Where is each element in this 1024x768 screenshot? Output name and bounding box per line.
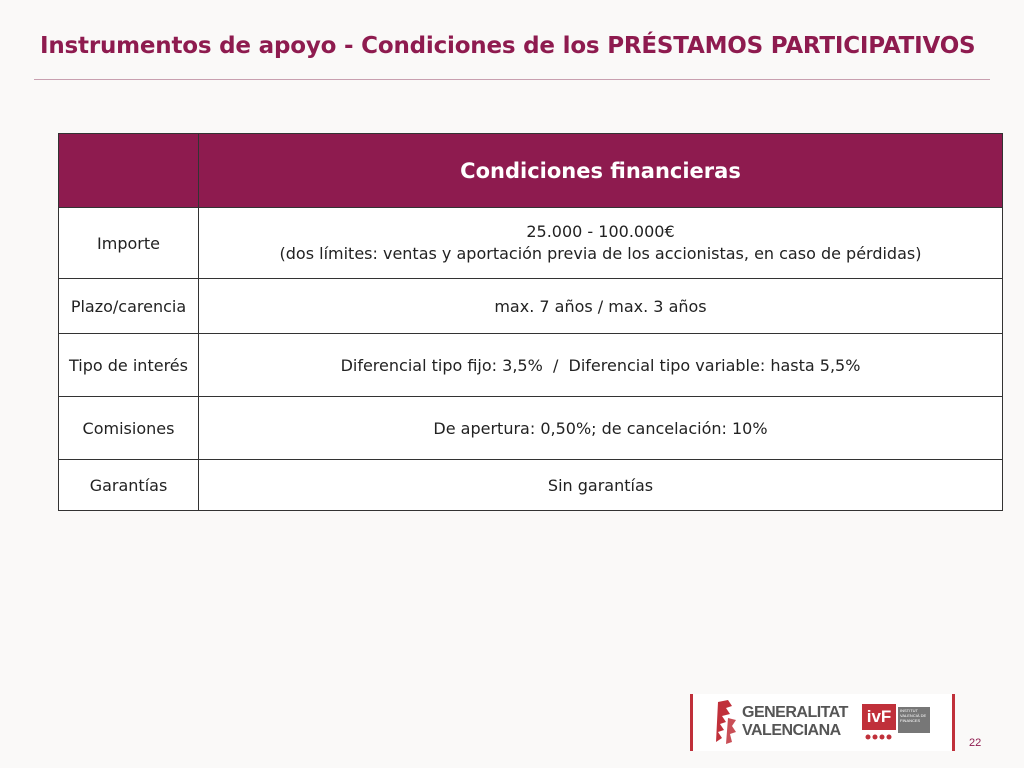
header-condiciones-financieras: Condiciones financieras — [198, 133, 1003, 208]
table-row: Plazo/carencia max. 7 años / max. 3 años — [58, 278, 1003, 334]
table-row: Comisiones De apertura: 0,50%; de cancel… — [58, 396, 1003, 460]
ivf-dots-icon — [865, 734, 892, 740]
row-label-plazo: Plazo/carencia — [58, 278, 199, 334]
table-header-row: Condiciones financieras — [58, 133, 1003, 208]
row-label-importe: Importe — [58, 207, 199, 279]
row-value-plazo: max. 7 años / max. 3 años — [198, 278, 1003, 334]
importe-range: 25.000 - 100.000€ — [526, 222, 675, 241]
row-label-comisiones: Comisiones — [58, 396, 199, 460]
title-divider — [34, 79, 990, 80]
generalitat-line1: GENERALITAT — [742, 704, 848, 721]
conditions-table: Condiciones financieras Importe 25.000 -… — [58, 133, 1003, 511]
table-row: Tipo de interés Diferencial tipo fijo: 3… — [58, 333, 1003, 397]
page-number: 22 — [969, 737, 982, 749]
logo-divider-right — [952, 694, 955, 751]
table-row: Garantías Sin garantías — [58, 459, 1003, 511]
row-value-tipo-interes: Diferencial tipo fijo: 3,5% / Diferencia… — [198, 333, 1003, 397]
header-empty-cell — [58, 133, 199, 208]
ivf-institute-text: INSTITUT VALENCIÀ DE FINANCES — [898, 707, 930, 733]
logo-divider-left — [690, 694, 693, 751]
generalitat-emblem-icon — [716, 700, 736, 744]
ivf-logo: ivF INSTITUT VALENCIÀ DE FINANCES — [862, 704, 930, 740]
generalitat-logo-text: GENERALITAT VALENCIANA — [742, 704, 848, 740]
row-value-garantias: Sin garantías — [198, 459, 1003, 511]
importe-note: (dos límites: ventas y aportación previa… — [279, 244, 922, 263]
row-label-tipo-interes: Tipo de interés — [58, 333, 199, 397]
generalitat-line2: VALENCIANA — [742, 722, 841, 739]
row-label-garantias: Garantías — [58, 459, 199, 511]
table-row: Importe 25.000 - 100.000€ (dos límites: … — [58, 207, 1003, 279]
row-value-comisiones: De apertura: 0,50%; de cancelación: 10% — [198, 396, 1003, 460]
ivf-mark: ivF — [862, 704, 896, 730]
slide-title: Instrumentos de apoyo - Condiciones de l… — [40, 33, 976, 59]
row-value-importe: 25.000 - 100.000€ (dos límites: ventas y… — [198, 207, 1003, 279]
